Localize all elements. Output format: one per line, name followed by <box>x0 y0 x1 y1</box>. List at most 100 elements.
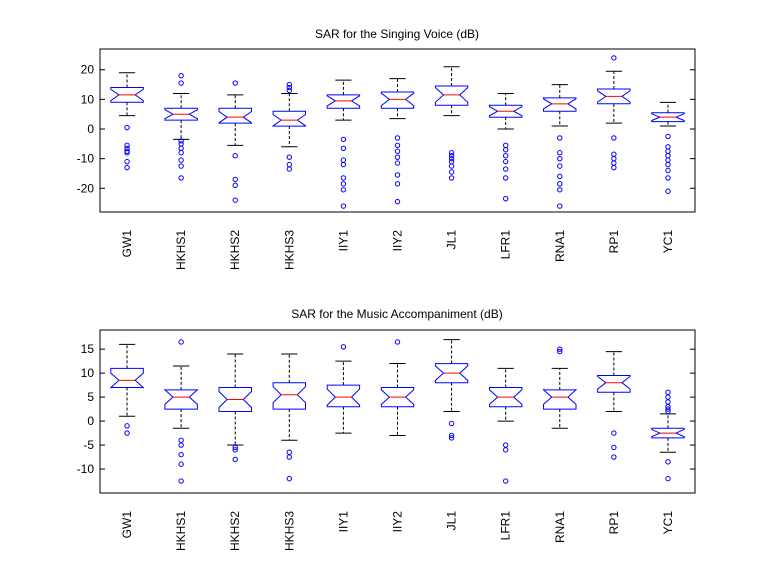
box-HKHS2 <box>218 80 252 203</box>
outlier-point <box>286 87 293 94</box>
y-tick-label: -10 <box>77 462 95 476</box>
x-tick-label: LFR1 <box>499 511 513 541</box>
outlier-point <box>557 348 563 355</box>
notched-box <box>164 107 198 121</box>
y-tick-label: 20 <box>81 63 95 77</box>
outlier-point <box>232 456 238 463</box>
outlier-point <box>178 163 184 169</box>
x-tick-label: HKHS3 <box>282 230 296 270</box>
outlier-point <box>340 175 347 181</box>
outlier-point <box>286 154 293 160</box>
plot-area: -10 -5 0 5 10 15 GW1 HKHS1 HKHS2 HKHS3 IIY1 IIY2 JL1… <box>77 329 696 551</box>
notched-box <box>543 97 577 112</box>
outlier-point <box>340 145 347 151</box>
outlier-point <box>232 447 238 453</box>
chart-title: SAR for the Singing Voice (dB) <box>315 27 479 41</box>
notched-box <box>434 85 469 106</box>
outlier-point <box>611 454 617 460</box>
outlier-point <box>178 138 184 144</box>
y-tick-label: 0 <box>87 122 94 136</box>
outlier-point <box>178 72 184 79</box>
outlier-point <box>232 182 238 189</box>
outlier-point <box>394 148 401 154</box>
box-HKHS1 <box>164 72 198 181</box>
outlier-point <box>124 124 130 131</box>
outlier-point <box>340 344 347 350</box>
x-tick-label: HKHS1 <box>174 230 188 270</box>
outlier-point <box>557 135 563 141</box>
outlier-point <box>340 187 347 193</box>
x-tick-label: RNA1 <box>553 511 567 543</box>
box-HKHS3 <box>272 353 306 482</box>
chart-title: SAR for the Music Accompaniment (dB) <box>291 307 502 321</box>
x-tick-label: HKHS3 <box>282 511 296 551</box>
outlier-point <box>394 154 401 160</box>
notched-box <box>272 382 306 410</box>
outlier-point <box>340 161 347 168</box>
y-tick-label: -10 <box>77 152 95 166</box>
outlier-point <box>448 432 455 439</box>
notched-box <box>110 367 144 389</box>
outlier-point <box>665 188 671 194</box>
x-tick-label: GW1 <box>120 511 134 539</box>
outlier-point <box>178 157 184 163</box>
outlier-point <box>665 175 671 181</box>
outlier-point <box>286 81 293 88</box>
outlier-point <box>502 195 509 202</box>
box-IIY1 <box>326 79 361 209</box>
outlier-point <box>611 164 617 171</box>
outlier-point <box>394 135 401 141</box>
notched-box <box>164 388 198 410</box>
outlier-point <box>665 167 671 174</box>
box-YC1 <box>651 101 685 194</box>
y-tick-label: -5 <box>83 438 94 452</box>
notched-box <box>218 387 252 412</box>
outlier-point <box>557 181 563 187</box>
outlier-point <box>611 55 617 61</box>
outlier-point <box>124 142 130 149</box>
box-LFR1 <box>489 367 523 484</box>
outlier-point <box>178 451 184 458</box>
notched-box <box>597 375 631 393</box>
outlier-point <box>286 84 293 91</box>
x-tick-label: IIY2 <box>391 230 405 252</box>
x-tick-label: IIY2 <box>391 511 405 533</box>
outlier-point <box>502 166 509 172</box>
outlier-point <box>394 198 401 205</box>
outlier-point <box>232 80 238 86</box>
outlier-point <box>448 169 455 175</box>
box-RNA1 <box>543 84 577 209</box>
notched-box <box>218 107 252 124</box>
outlier-point <box>286 475 293 482</box>
axes-frame <box>99 329 696 494</box>
outlier-point <box>232 176 238 183</box>
outlier-point <box>232 152 238 159</box>
x-tick-label: GW1 <box>120 230 134 258</box>
x-tick-label: HKHS2 <box>228 511 242 551</box>
outlier-point <box>394 160 401 166</box>
outlier-point <box>665 475 671 482</box>
outlier-point <box>340 181 347 187</box>
notched-box <box>326 94 361 109</box>
y-tick-label: 15 <box>81 342 95 356</box>
outlier-point <box>448 420 455 427</box>
outlier-point <box>557 150 563 156</box>
outlier-point <box>448 155 455 162</box>
outlier-point <box>178 478 184 484</box>
box-HKHS3 <box>272 81 306 172</box>
x-tick-label: HKHS2 <box>228 230 242 270</box>
box-IIY2 <box>380 339 415 436</box>
outlier-point <box>611 444 617 451</box>
outlier-point <box>448 175 455 181</box>
box-HKHS1 <box>164 339 198 484</box>
axes-frame <box>99 48 696 213</box>
notched-box <box>489 387 523 408</box>
box-LFR1 <box>489 92 523 202</box>
outlier-point <box>178 442 184 448</box>
y-tick-label: 5 <box>87 390 94 404</box>
notched-box <box>489 104 523 118</box>
outlier-point <box>232 444 238 451</box>
outlier-point <box>502 478 509 484</box>
outlier-point <box>178 461 184 467</box>
